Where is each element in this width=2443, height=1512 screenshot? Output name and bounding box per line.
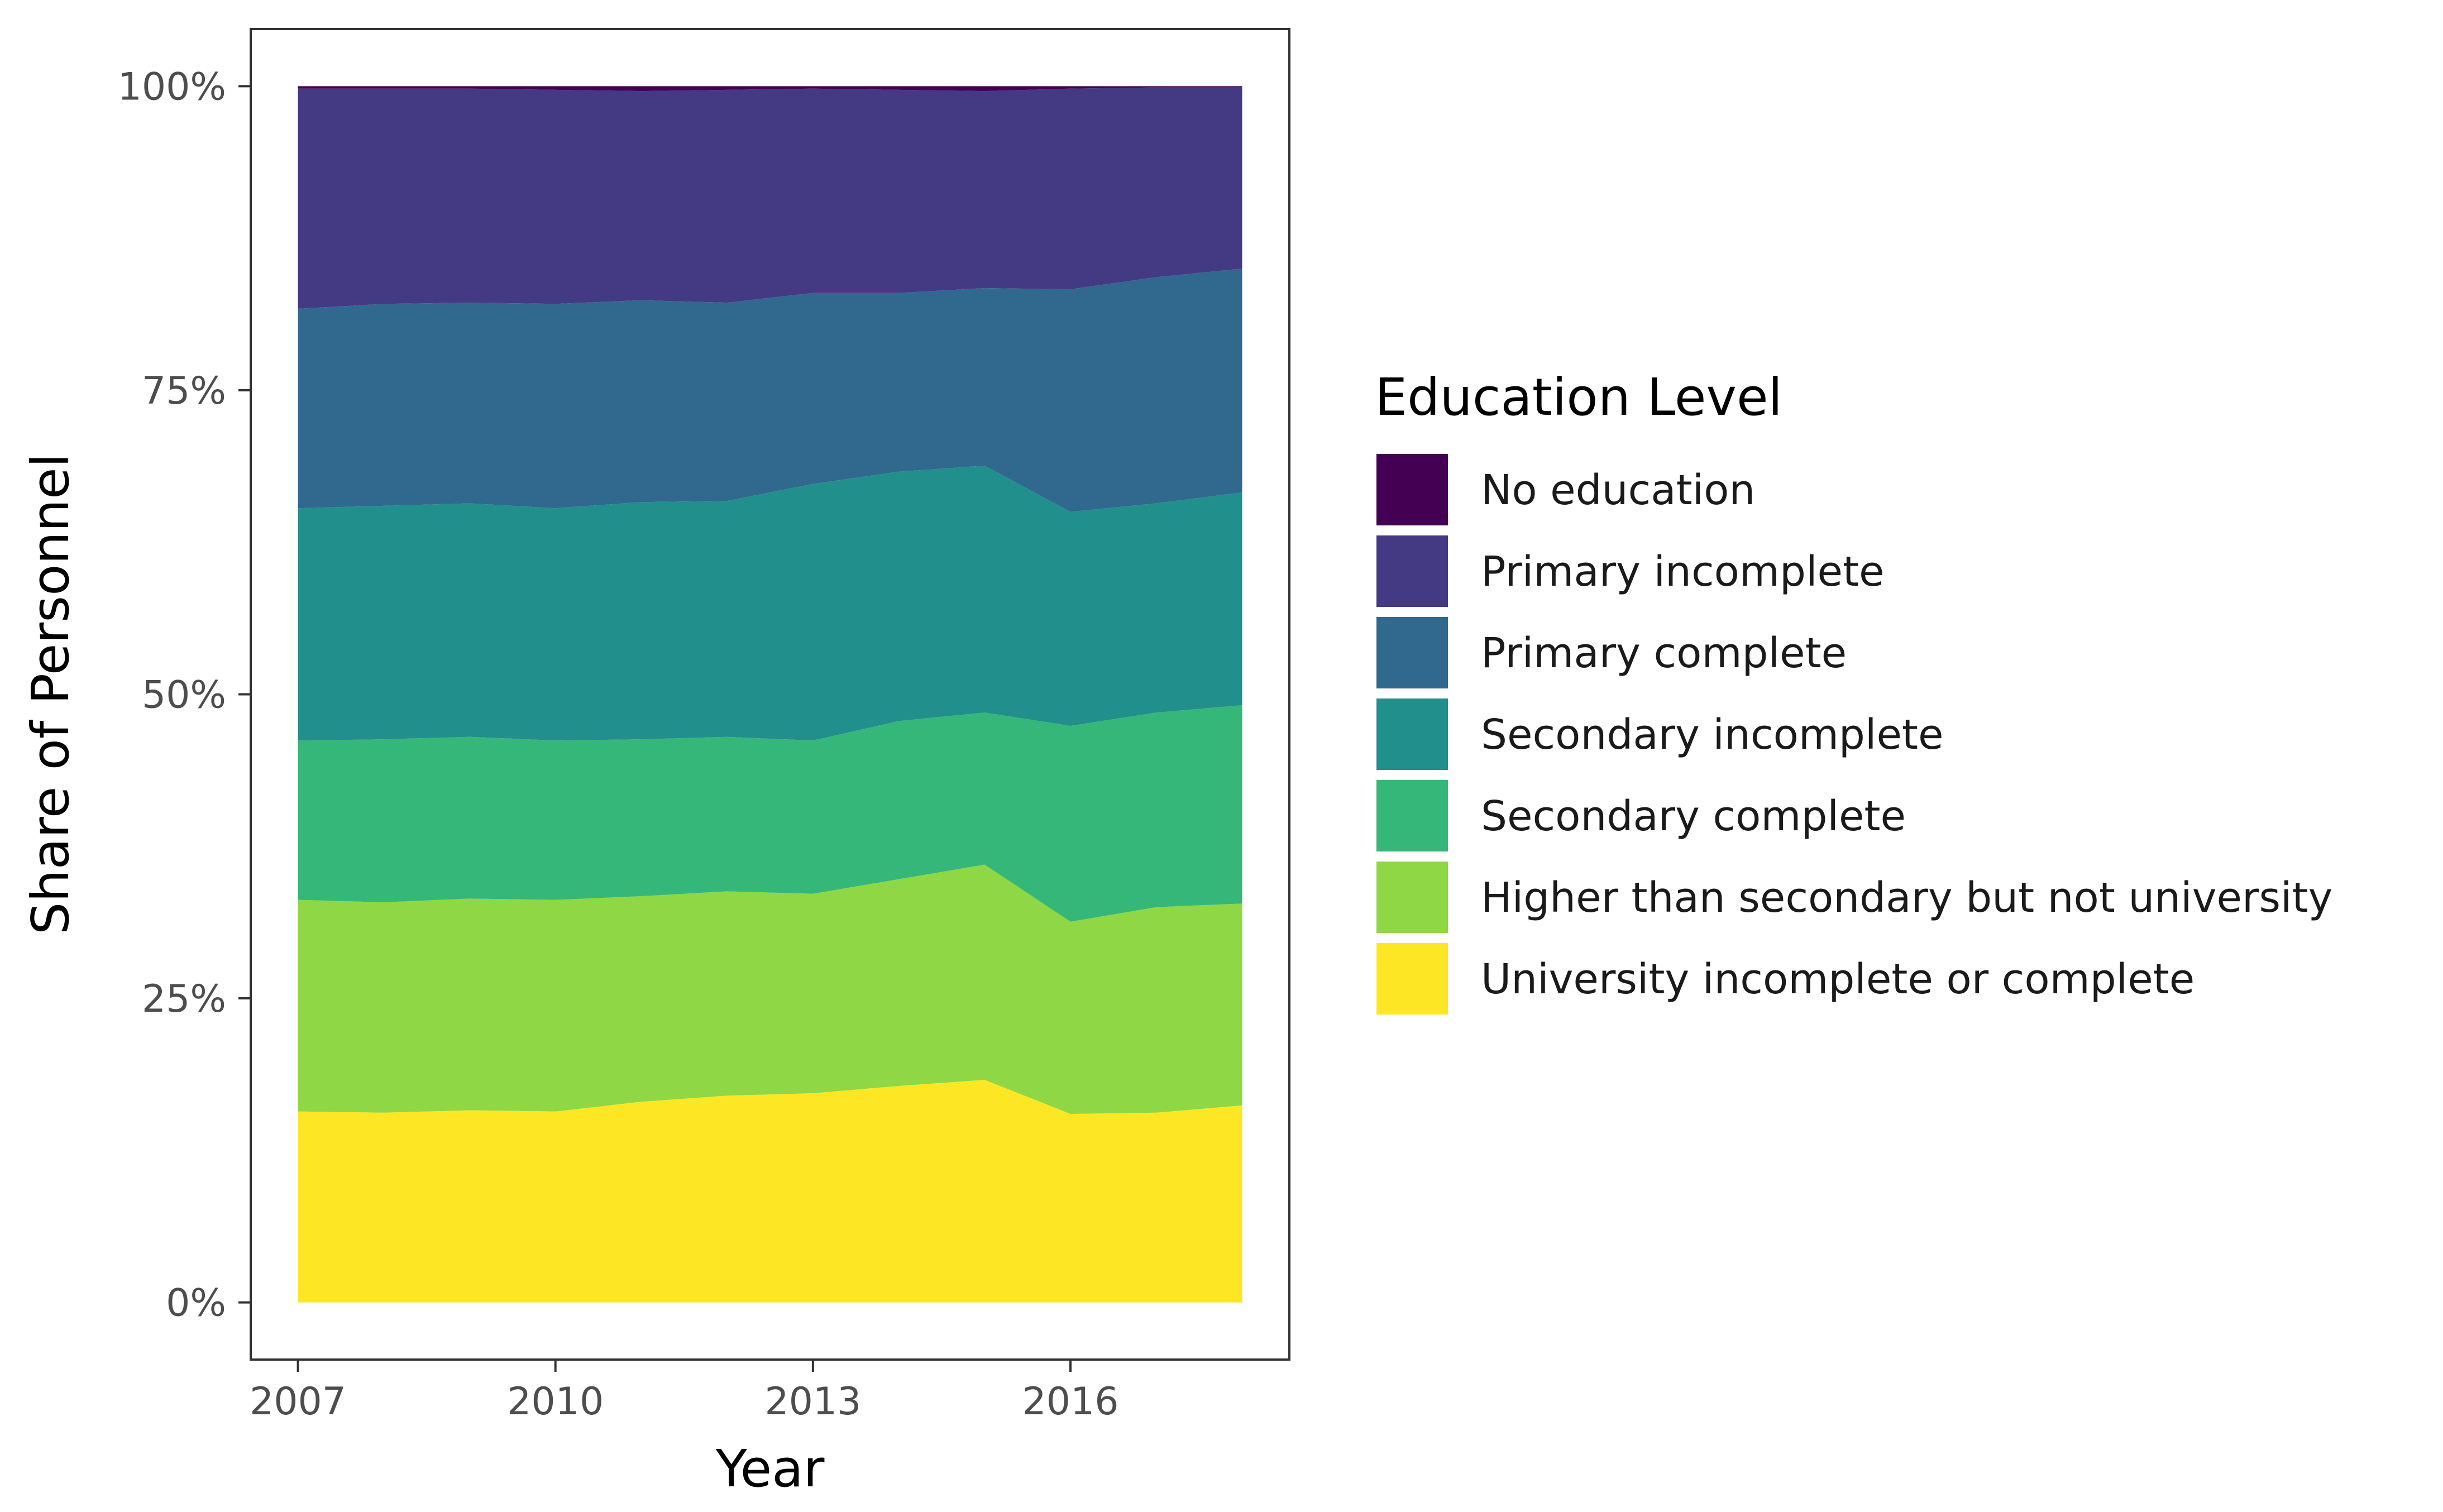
y-tick-label: 0% <box>166 1281 226 1326</box>
legend-label: Secondary complete <box>1481 792 1906 840</box>
legend-label: No education <box>1481 466 1755 514</box>
x-tick-label: 2016 <box>1022 1380 1118 1424</box>
y-tick-label: 25% <box>142 977 226 1021</box>
area-series-no-education <box>298 86 1242 92</box>
legend-label: Higher than secondary but not university <box>1481 874 2332 922</box>
axes-layer: 0% 25% 50% 75% 100% 2007 2010 2013 2016 <box>118 65 1119 1424</box>
area-series-university-incomplete-or-complete <box>298 1080 1242 1303</box>
legend: Education Level No education Primary inco… <box>1373 367 2332 1018</box>
x-tick-label: 2010 <box>507 1380 604 1424</box>
legend-label: Primary complete <box>1481 629 1847 677</box>
legend-key <box>1373 777 1451 855</box>
x-tick-label: 2013 <box>764 1380 861 1424</box>
y-tick-label: 100% <box>118 65 226 109</box>
legend-label: Primary incomplete <box>1481 548 1885 596</box>
legend-key <box>1373 532 1451 610</box>
y-tick-label: 75% <box>142 369 226 413</box>
legend-key <box>1373 940 1451 1018</box>
area-series-primary-incomplete <box>298 87 1242 309</box>
legend-key <box>1373 614 1451 692</box>
area-series-secondary-incomplete <box>298 466 1242 741</box>
area-series-secondary-complete <box>298 705 1242 922</box>
area-series-primary-complete <box>298 269 1242 512</box>
area-series-higher-than-secondary-but-not-university <box>298 864 1242 1114</box>
legend-label: University incomplete or complete <box>1481 955 2195 1003</box>
legend-key <box>1373 451 1451 529</box>
x-tick-label: 2007 <box>250 1380 346 1424</box>
legend-title: Education Level <box>1375 367 1782 427</box>
legend-key <box>1373 858 1451 936</box>
areas-layer <box>298 86 1242 1303</box>
legend-label: Secondary incomplete <box>1481 711 1944 759</box>
x-axis-title: Year <box>715 1439 825 1499</box>
y-axis-title: Share of Personnel <box>21 453 80 935</box>
legend-key <box>1373 695 1451 773</box>
y-tick-label: 50% <box>142 673 226 717</box>
